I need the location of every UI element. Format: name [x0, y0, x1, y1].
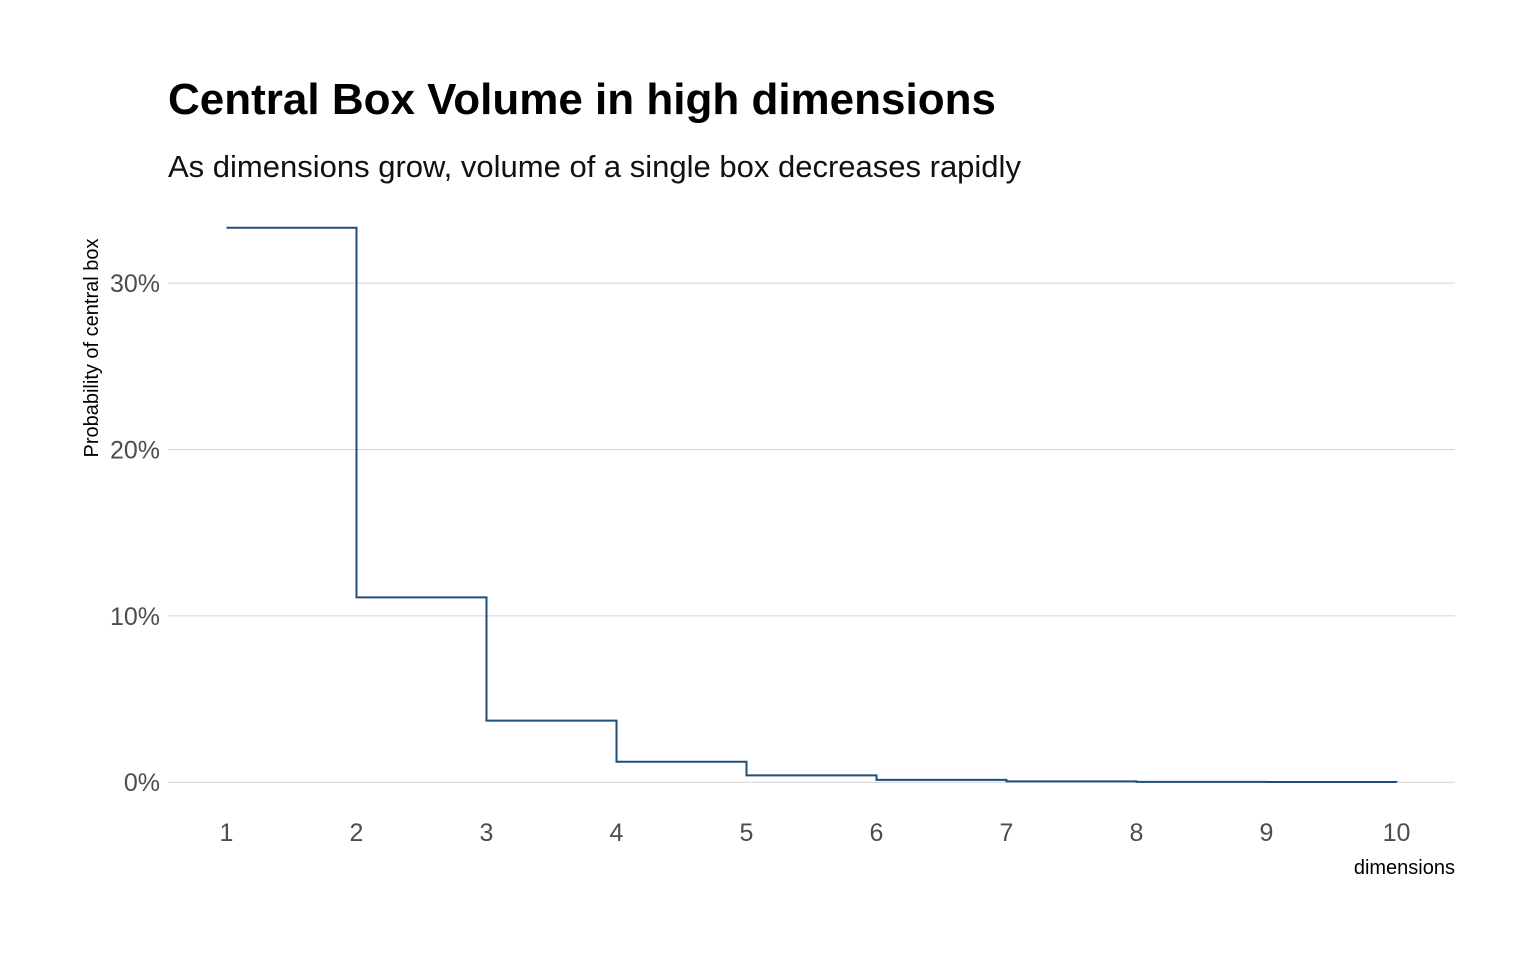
series-layer — [226, 226, 1398, 784]
x-tick-label: 6 — [870, 819, 884, 847]
x-tick-label: 2 — [350, 819, 364, 847]
chart-subtitle: As dimensions grow, volume of a single b… — [168, 149, 1021, 184]
x-tick-label: 5 — [740, 819, 754, 847]
y-axis-title: Probability of central box — [81, 238, 103, 457]
y-tick-label: 30% — [110, 270, 160, 298]
x-tick-label: 10 — [1383, 819, 1411, 847]
x-tick-label: 8 — [1130, 819, 1144, 847]
x-axis-title: dimensions — [1354, 857, 1455, 879]
chart-title: Central Box Volume in high dimensions — [168, 75, 996, 124]
x-tick-label: 1 — [220, 819, 234, 847]
y-tick-label: 0% — [124, 769, 160, 797]
gridlines — [168, 282, 1455, 783]
x-tick-label: 9 — [1260, 819, 1274, 847]
x-tick-label: 7 — [1000, 819, 1014, 847]
x-tick-label: 4 — [610, 819, 624, 847]
y-tick-label: 10% — [110, 603, 160, 631]
y-axis-ticks: 0% 10% 20% 30% — [110, 270, 160, 797]
y-tick-label: 20% — [110, 437, 160, 465]
x-axis-ticks: 1 2 3 4 5 6 7 8 9 10 — [220, 819, 1411, 847]
x-tick-label: 3 — [480, 819, 494, 847]
series-step-line-0 — [226, 226, 1398, 784]
